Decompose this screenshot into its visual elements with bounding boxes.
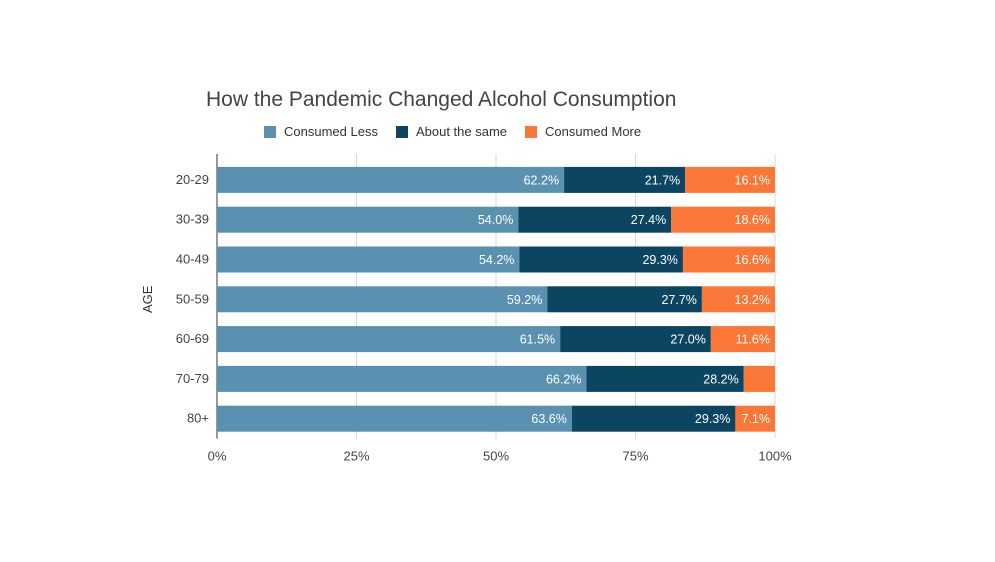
y-tick-label: 60-69 [176,331,209,346]
x-tick-label: 25% [343,449,369,464]
y-tick-label: 80+ [187,411,209,426]
bar-segment [519,246,683,273]
data-label: 66.2% [546,372,581,386]
bar-segment [710,326,775,353]
bar-segment [217,326,561,353]
data-label: 13.2% [735,293,770,307]
bar-segment [571,405,736,432]
y-tick-label: 30-39 [176,212,209,227]
data-label: 29.3% [695,412,730,426]
bar-segment [217,166,565,193]
legend-item-consumed-less: Consumed Less [264,124,378,139]
bar-segment [564,166,686,193]
legend-label-about-the-same: About the same [415,124,508,139]
legend-swatch-consumed-more [525,125,538,138]
bar-segment [671,206,775,233]
bar-segment [682,246,775,273]
chart-title: How the Pandemic Changed Alcohol Consump… [206,88,677,111]
bar-segment [701,286,775,313]
bar-segment [735,405,775,432]
data-label: 62.2% [524,173,559,187]
bar-segment [743,365,775,392]
data-label: 29.3% [642,253,677,267]
bar-segment [586,365,744,392]
legend-item-consumed-more: Consumed More [525,124,641,139]
data-label: 63.6% [531,412,566,426]
data-label: 21.7% [645,173,680,187]
y-tick-label: 70-79 [176,371,209,386]
bar-segment [217,206,519,233]
legend-item-about-the-same: About the same [395,124,508,139]
y-axis-title: AGE [140,285,155,313]
y-tick-label: 40-49 [176,252,209,267]
data-label: 59.2% [507,293,542,307]
bars: 62.2% 21.7% 16.1% 54.0% 27.4% 18.6% 54.2% 29.3%… [217,166,775,432]
bar-segment [217,365,587,392]
bar-segment [560,326,711,353]
data-label: 54.2% [479,253,514,267]
y-tick-label: 20-29 [176,172,209,187]
x-tick-label: 50% [483,449,509,464]
legend-label-consumed-more: Consumed More [545,124,642,139]
data-label: 11.6% [735,333,770,347]
x-tick-label: 0% [208,449,227,464]
bar-segment [547,286,702,313]
data-label: 16.6% [735,253,770,267]
bar-segment [217,286,548,313]
data-label: 27.0% [670,333,705,347]
data-label: 61.5% [520,333,555,347]
data-label: 16.1% [735,173,770,187]
x-tick-label: 75% [622,449,648,464]
legend-label-consumed-less: Consumed Less [284,124,378,139]
legend-swatch-consumed-less [264,125,276,138]
data-label: 28.2% [703,372,738,386]
data-label: 27.7% [661,293,696,307]
bar-segment [685,166,775,193]
legend-swatch-about-the-same [395,125,408,138]
x-tick-label: 100% [758,449,792,464]
y-tick-label: 50-59 [176,291,209,306]
bar-segment [518,206,672,233]
data-label: 18.6% [735,213,770,227]
data-label: 7.1% [742,412,771,426]
axes: 0% 25% 50% 75% 100% 20-29 30-39 40-49 50-59 60-69… [140,172,792,464]
data-label: 54.0% [478,213,513,227]
bar-segment [217,246,520,273]
data-label: 27.4% [631,213,666,227]
bar-segment [217,405,572,432]
legend: Consumed Less About the same Consumed Mo… [264,124,659,139]
